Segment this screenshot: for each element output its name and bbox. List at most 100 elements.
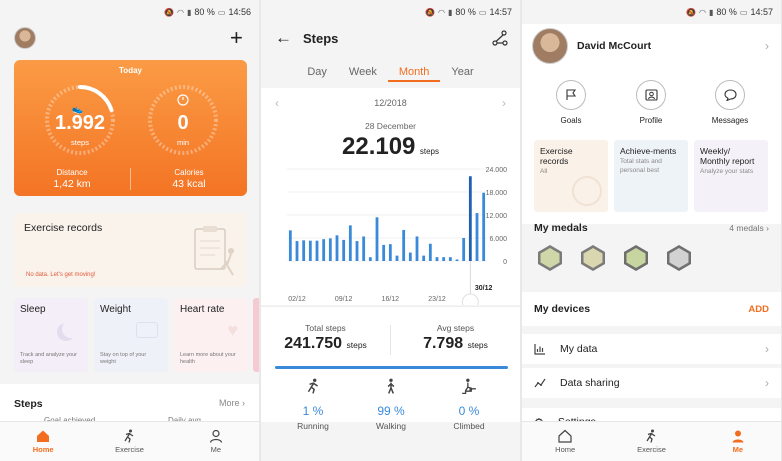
report-tile[interactable]: Weekly/ Monthly report Analyze your stat… [694,140,768,212]
nav-exercise[interactable]: Exercise [86,422,172,461]
weight-card[interactable]: Weight Stay on top of your weight [94,298,168,372]
share-icon[interactable] [492,30,508,46]
nav-exercise[interactable]: Exercise [608,422,694,461]
profile-card-icon [636,80,666,110]
tab-day[interactable]: Day [307,66,327,78]
clipboard-runner-icon [194,226,234,276]
bar [375,217,379,261]
profile-label: Profile [639,116,663,125]
total-steps-value: 241.750 [284,335,343,352]
medal-badge-icon[interactable] [665,244,693,272]
wifi-icon: ◠ [177,7,184,17]
nav-home[interactable]: Home [522,422,608,461]
calories-value: 43 [172,178,185,190]
medals-count-link[interactable]: 4 medals › [729,223,769,233]
bar [422,255,426,261]
profile-shortcut[interactable]: Profile [621,80,681,125]
medal-badge-icon[interactable] [622,244,650,272]
prev-period-icon[interactable]: ‹ [275,96,279,110]
bar [342,239,346,261]
status-bar: 🔕 ◠ ▮ 80 % ▭ 14:57 [261,0,520,24]
period-tabs: Day Week Month Year [261,66,520,82]
avatar[interactable] [14,27,36,49]
my-data-row[interactable]: My data › [522,334,781,364]
messages-shortcut[interactable]: Messages [700,80,760,125]
nav-me[interactable]: Me [173,422,259,461]
nav-home-label: Home [32,445,54,454]
tab-month[interactable]: Month [387,66,441,82]
me-screen: 🔕 ◠ ▮ 80 % ▭ 14:57 David McCourt › Goals… [522,0,781,461]
my-devices-title: My devices [534,303,591,315]
stat-divider [130,168,131,190]
messages-label: Messages [711,116,749,125]
achievements-tile-desc: Total stats and personal best [620,158,662,174]
bar [395,255,399,261]
today-summary-card[interactable]: Today 👟 1.992 steps 0 min Distance 1,42 … [14,60,247,196]
profile-avatar[interactable] [532,28,568,64]
steps-unit: steps [71,138,89,147]
minutes-value: 0 [177,112,189,134]
nav-exercise-label: Exercise [115,445,144,454]
goals-shortcut[interactable]: Goals [541,80,601,125]
y-tick-label: 12.000 [486,213,508,220]
next-period-icon[interactable]: › [502,96,506,110]
heart-rate-card[interactable]: Heart rate ♥ Learn more about your healt… [174,298,248,372]
bar [415,236,419,261]
activity-running: 1 % Running [270,378,356,431]
back-arrow-icon[interactable]: ← [275,28,292,47]
tab-week[interactable]: Week [348,66,377,78]
add-device-button[interactable]: ADD [748,303,769,315]
tab-year[interactable]: Year [451,66,474,78]
nav-home[interactable]: Home [0,422,86,461]
mute-icon: 🔕 [164,7,174,17]
bar [388,244,392,261]
bar [295,241,299,261]
signal-icon: ▮ [186,7,192,17]
calories-stat: Calories 43 kcal [131,168,247,190]
sleep-card-title: Sleep [20,304,46,315]
distance-label: Distance [56,168,88,177]
add-icon[interactable]: + [230,25,243,50]
clock-icon [572,176,602,206]
profile-chevron-icon[interactable]: › [765,39,769,53]
more-link[interactable]: More › [218,398,245,408]
data-sharing-row[interactable]: Data sharing › [522,368,781,398]
walking-icon [387,378,395,394]
period-label: 12/2018 [374,98,407,108]
climbing-icon [462,378,476,395]
distance-stat: Distance 1,42 km [14,168,130,190]
achievements-tile[interactable]: Achieve-ments Total stats and personal b… [614,140,688,212]
next-card-peek[interactable] [253,298,259,372]
nav-me[interactable]: Me [695,422,781,461]
user-name[interactable]: David McCourt [577,40,652,52]
mute-icon: 🔕 [425,7,435,17]
medal-badge-icon[interactable] [536,244,564,272]
heart-icon: ♥ [227,320,238,340]
medals-title: My medals [534,222,588,234]
calories-label: Calories [174,168,204,177]
exercise-records-tile[interactable]: Exercise records All [534,140,608,212]
steps-section-title: Steps [14,398,43,410]
exercise-records-card[interactable]: Exercise records No data. Let's get movi… [14,213,247,287]
steps-bar-chart[interactable]: 24.000 18.000 12.000 6.000 0 02/12 09/12 16/12 2… [261,88,520,305]
battery-icon: ▭ [217,7,226,17]
bar [448,257,452,261]
exercise-records-tile-title: Exercise records [540,146,573,167]
bar [362,236,366,261]
status-bar: 🔕 ◠ ▮ 80 % ▭ 14:56 [0,0,259,24]
selected-steps-unit: steps [419,147,439,156]
goals-label: Goals [560,116,582,125]
sleep-card[interactable]: Sleep Track and analyze your sleep [14,298,88,372]
distance-unit: km [76,178,91,190]
goal-achieved-label: Goal achieved [44,416,95,425]
runner-icon [646,429,656,443]
home-screen: 🔕 ◠ ▮ 80 % ▭ 14:56 + Today 👟 1.992 steps… [0,0,259,461]
battery-icon: ▭ [739,7,748,17]
activity-walking: 99 % Walking [348,378,434,431]
x-tick-label: 09/12 [335,296,353,303]
bar [328,238,332,261]
bar [322,239,326,261]
medal-badge-icon[interactable] [579,244,607,272]
selected-steps-value: 22.109 [342,133,416,160]
battery-percent: 80 % [194,7,215,17]
